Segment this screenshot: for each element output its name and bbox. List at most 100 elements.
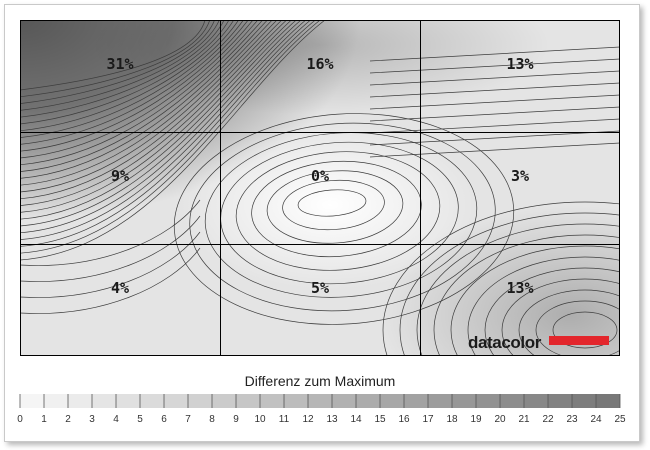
contour-line [416,223,620,356]
legend-swatch [116,394,140,408]
contour-line [20,20,220,111]
logo-text: datacolor [468,333,542,352]
legend-swatch [380,394,404,408]
contour-line [20,20,326,261]
legend-swatch [212,394,236,408]
contour-line [20,20,225,118]
legend-swatch [500,394,524,408]
legend-swatch [92,394,116,408]
contour-line [369,106,620,122]
contour-line [369,130,620,146]
contour-line [20,20,311,240]
legend-tick-label: 5 [137,414,143,425]
cell-label: 3% [511,167,529,185]
contour-line [20,20,316,247]
contour-line [450,245,620,356]
contour-line [433,234,620,356]
contour-line [552,311,618,349]
cell-label: 9% [111,167,129,185]
shade-top [90,20,550,115]
contour-line [20,20,302,227]
legend-swatch [356,394,380,408]
contour-line [297,189,367,217]
contour-line [20,20,215,104]
zone-grid [20,20,620,356]
cell-label: 5% [311,279,329,297]
legend-tick-label: 16 [398,414,410,425]
contour-line [20,20,263,172]
legend-swatch [596,394,620,408]
contour-line [20,20,283,200]
cell-labels: 31% 16% 13% 9% 0% 3% 4% 5% 13% [106,55,533,297]
legend-swatch [308,394,332,408]
legend-tick-labels: 0 1 2 3 4 5 6 7 8 9 10 11 12 13 14 15 16 17 18 19 20 21 22 23 24… [17,414,626,425]
legend-tick-label: 3 [89,414,95,425]
contour-line [282,179,385,231]
legend-tick-label: 4 [113,414,119,425]
legend-tick-label: 13 [326,414,338,425]
contour-line [399,212,620,356]
legend-swatch [164,394,188,408]
contour-line [369,118,620,134]
contour-line [20,231,201,298]
legend-tick-label: 8 [209,414,215,425]
contour-line [484,267,620,356]
datacolor-logo: datacolor [468,333,609,352]
legend-swatch [188,394,212,408]
contour-line [20,215,201,282]
contour-line [20,20,211,98]
legend-swatch [428,394,452,408]
contour-lines [20,20,620,356]
cell-label: 4% [111,279,129,297]
legend-tick-label: 23 [566,414,578,425]
legend-swatch [476,394,500,408]
contour-line [20,20,239,138]
contour-line [20,20,278,193]
legend-tick-label: 20 [494,414,506,425]
contour-line [20,247,201,314]
contour-line [20,20,259,166]
contour-line [369,142,620,158]
contour-line [235,151,441,271]
contour-line [382,201,620,356]
cell-label: 13% [506,279,533,297]
legend-tick-label: 7 [185,414,191,425]
contour-line [20,20,249,152]
contour-line [20,20,254,159]
legend-swatch [284,394,308,408]
logo-bar [549,336,609,345]
contour-line [20,20,230,125]
legend-tick-label: 17 [422,414,434,425]
legend-tick-label: 1 [41,414,47,425]
legend-tick-label: 9 [233,414,239,425]
legend-tick-label: 6 [161,414,167,425]
legend-tick-label: 2 [65,414,71,425]
legend-swatch [332,394,356,408]
contour-line [369,82,620,98]
heatmap-plot-area [20,20,620,356]
cell-label: 0% [311,167,329,185]
legend-swatch [68,394,92,408]
contour-line [20,20,297,220]
contour-line [467,256,620,356]
legend-swatch [260,394,284,408]
contour-line [20,20,273,186]
contour-line [369,58,620,74]
contour-line [20,20,292,213]
legend-tick-label: 11 [279,414,290,425]
contour-line [20,20,287,206]
contour-line [369,70,620,86]
legend-swatch [524,394,548,408]
contour-line [20,20,307,234]
legend-swatch [44,394,68,408]
legend-tick-label: 21 [518,414,530,425]
contour-line [204,132,478,298]
contour-line [369,94,620,110]
contour-line [20,20,206,91]
legend-tick-label: 19 [470,414,482,425]
contour-line [518,289,620,356]
contour-line [20,20,244,145]
cell-label: 16% [306,55,333,73]
legend-swatch [236,394,260,408]
legend-swatch [548,394,572,408]
